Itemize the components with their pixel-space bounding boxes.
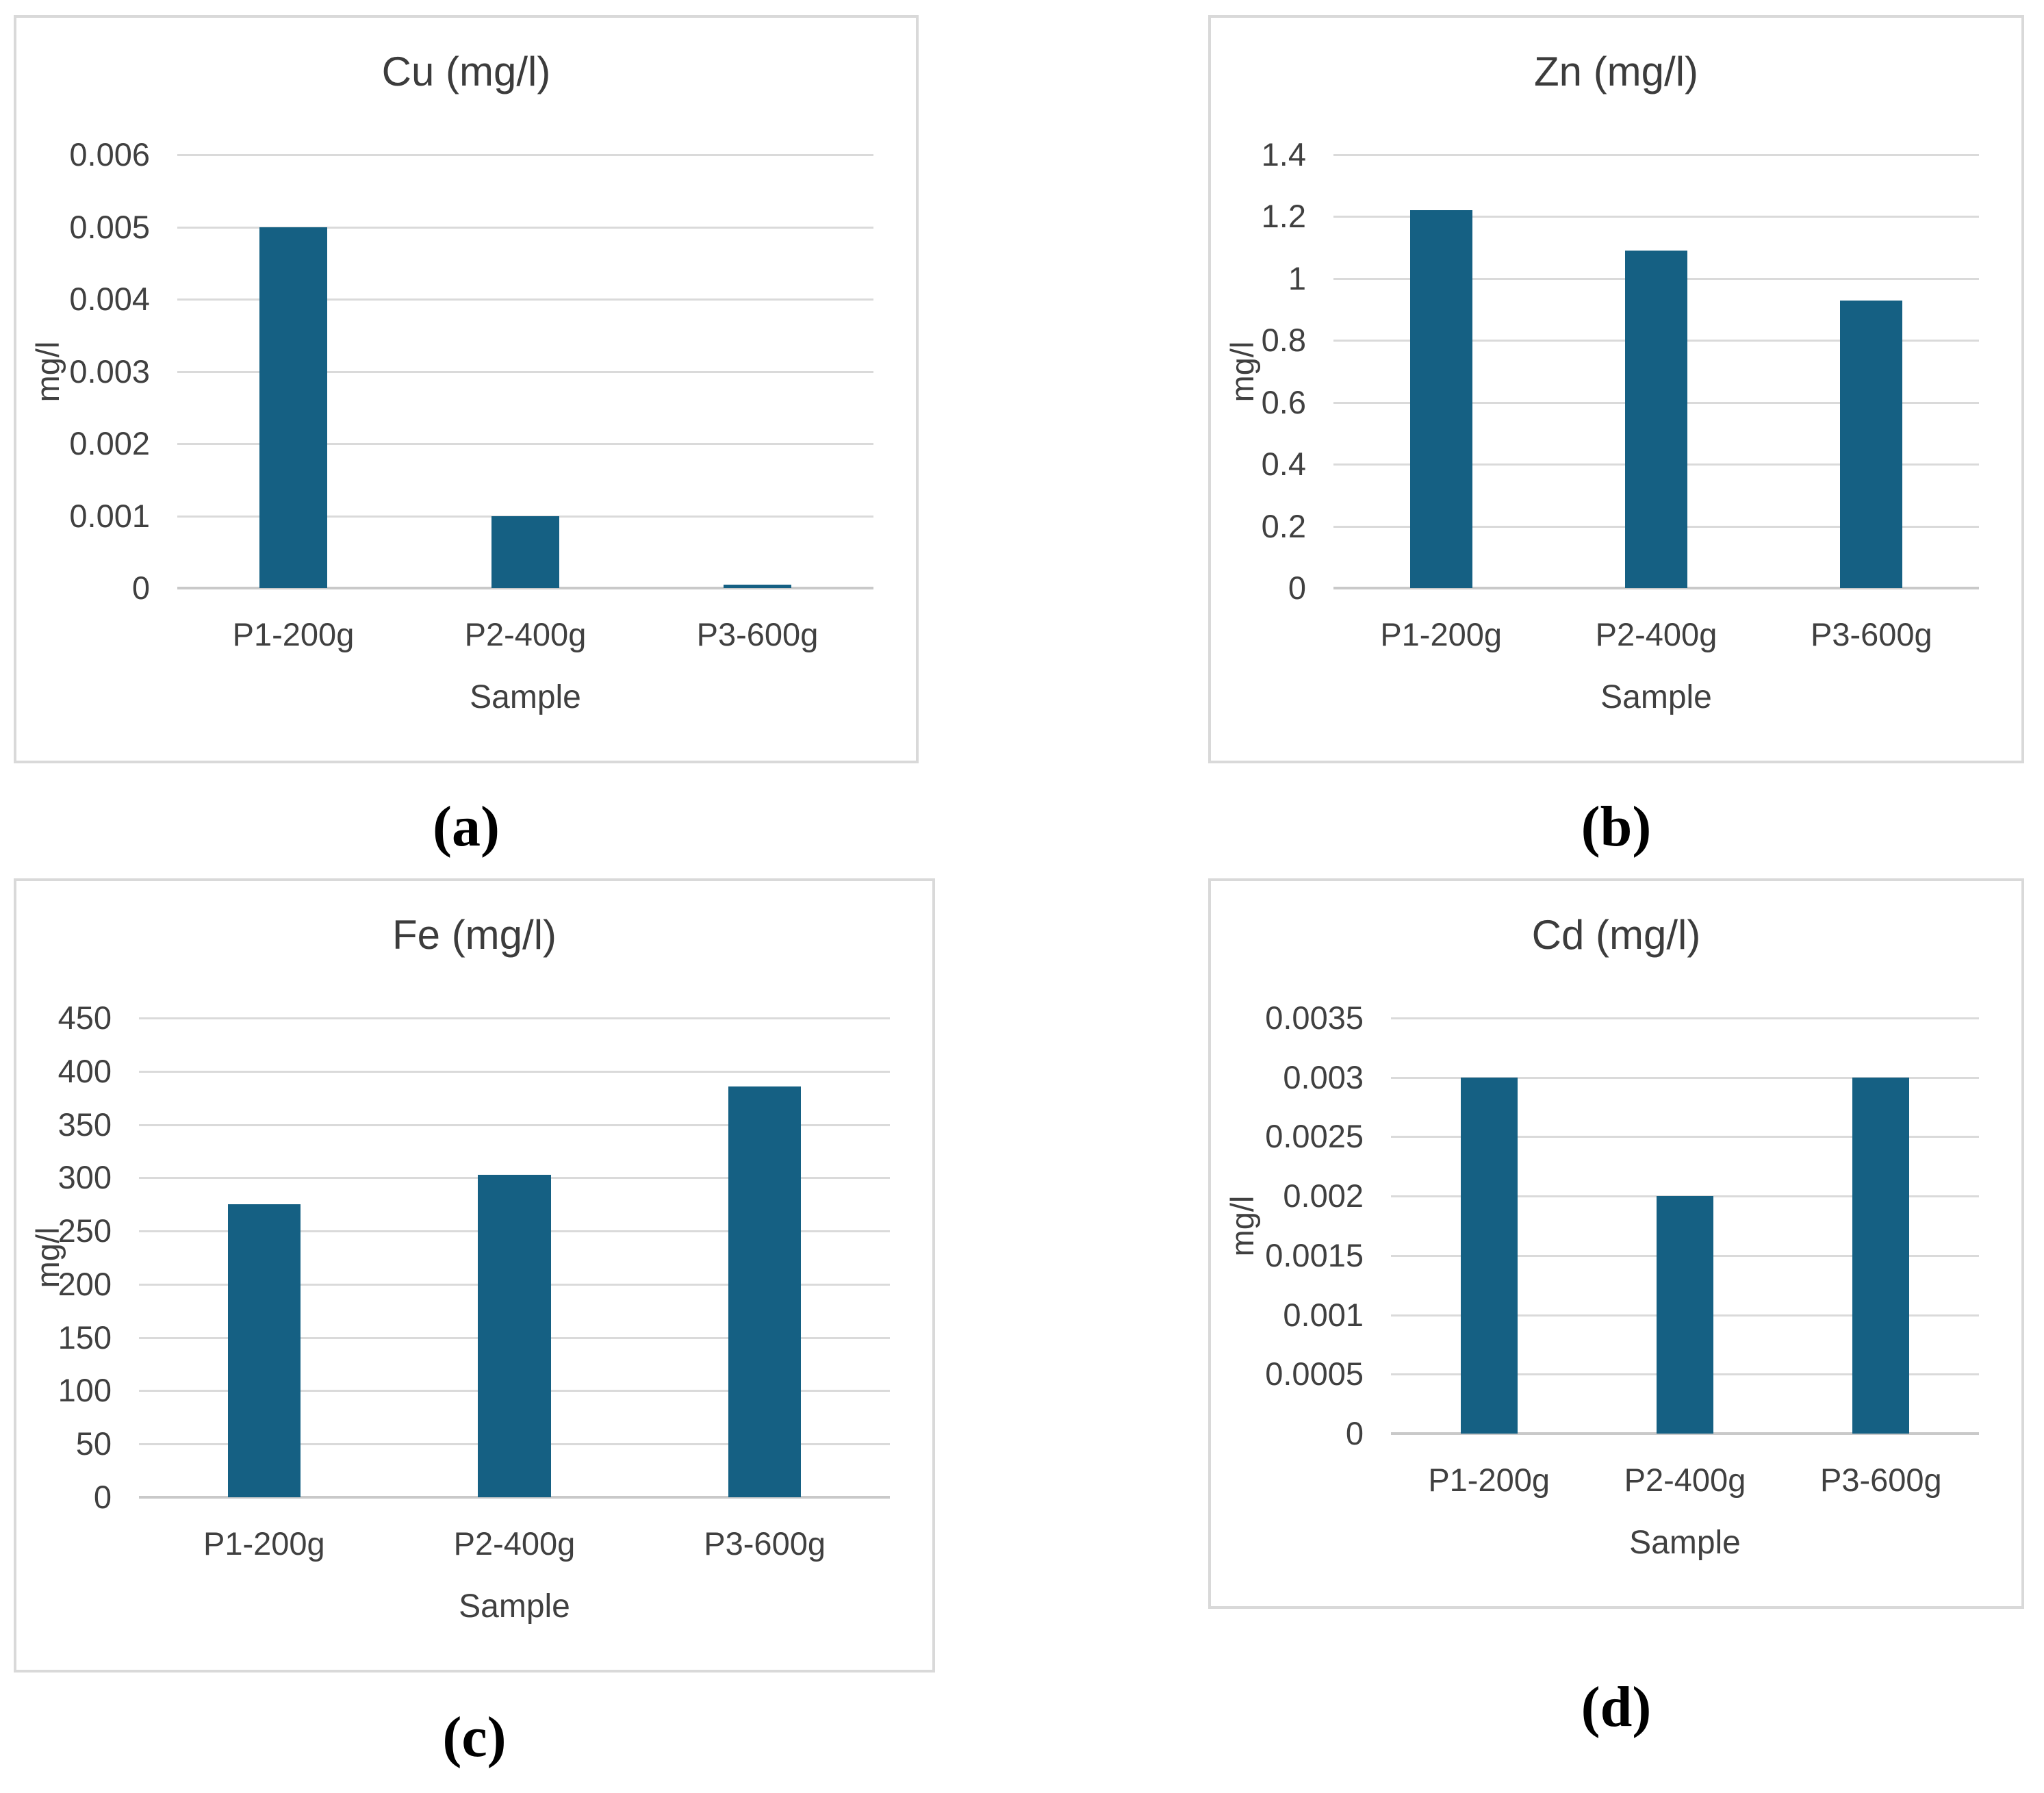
y-tick-label: 300 (58, 1159, 112, 1196)
bar-p2-400g (1624, 251, 1688, 588)
caption-b: (b) (1581, 795, 1652, 859)
x-axis-line (139, 1496, 890, 1499)
y-tick-label: 50 (75, 1425, 112, 1462)
y-tick-label: 0.003 (1283, 1058, 1364, 1095)
chart-title: Cd (mg/l) (1531, 912, 1701, 958)
bar-p2-400g (478, 1174, 551, 1497)
x-tick-label: P3-600g (704, 1525, 826, 1562)
x-axis-title: Sample (1600, 679, 1712, 715)
gridline (139, 1123, 890, 1126)
y-tick-label: 0 (131, 570, 150, 606)
y-axis-title: mg/l (1224, 1195, 1260, 1256)
x-axis-title: Sample (470, 679, 581, 715)
caption-c: (c) (442, 1705, 507, 1769)
caption-d: (d) (1581, 1675, 1652, 1739)
gridline (1391, 1017, 1979, 1019)
x-axis-line (1333, 587, 1979, 589)
bar-p1-200g (227, 1204, 301, 1497)
x-tick-label: P2-400g (1624, 1462, 1746, 1498)
chart-panel-a: Cu (mg/l) 0 0.001 0.002 0.003 0.004 0.005 0.006… (14, 15, 919, 763)
gridline (1333, 154, 1979, 156)
chart-title: Cu (mg/l) (381, 49, 551, 94)
gridline (1391, 1136, 1979, 1139)
y-tick-label: 350 (58, 1106, 112, 1143)
y-tick-label: 1 (1288, 259, 1306, 296)
y-tick-label: 450 (58, 1000, 112, 1036)
caption-a: (a) (433, 795, 500, 859)
x-tick-label: P3-600g (1810, 616, 1932, 652)
bar-p3-600g (1840, 300, 1903, 588)
y-tick-label: 0 (1288, 570, 1306, 606)
x-axis-line (1391, 1432, 1979, 1435)
x-tick-label: P2-400g (464, 616, 587, 652)
gridline (139, 1017, 890, 1019)
y-tick-label: 0.006 (69, 136, 150, 173)
y-tick-label: 0.0015 (1265, 1236, 1364, 1273)
y-tick-label: 0.004 (69, 281, 150, 317)
gridline (177, 298, 873, 301)
y-tick-label: 0.0035 (1265, 1000, 1364, 1036)
bar-p3-600g (728, 1086, 802, 1497)
y-tick-label: 0.2 (1261, 507, 1306, 544)
y-tick-label: 0.6 (1261, 383, 1306, 420)
gridline (177, 226, 873, 229)
y-axis-title: mg/l (29, 341, 66, 402)
gridline (1391, 1076, 1979, 1079)
x-axis-title: Sample (1629, 1525, 1741, 1561)
y-tick-label: 0.0025 (1265, 1118, 1364, 1155)
x-tick-label: P3-600g (1819, 1462, 1942, 1498)
gridline (177, 370, 873, 373)
gridline (177, 154, 873, 156)
y-tick-label: 250 (58, 1212, 112, 1249)
bar-p2-400g (1656, 1196, 1713, 1434)
x-tick-label: P3-600g (696, 616, 819, 652)
chart-panel-b: Zn (mg/l) 0 0.2 0.4 0.6 0.8 1 1.2 1.4 P1-200g P2-4… (1208, 15, 2024, 763)
y-tick-label: 0.002 (1283, 1178, 1364, 1215)
x-tick-label: P1-200g (1380, 616, 1503, 652)
y-tick-label: 1.4 (1261, 136, 1306, 173)
x-tick-label: P2-400g (453, 1525, 576, 1562)
y-tick-label: 0.001 (69, 497, 150, 534)
y-tick-label: 100 (58, 1372, 112, 1409)
y-tick-label: 200 (58, 1265, 112, 1302)
y-tick-label: 150 (58, 1319, 112, 1356)
y-tick-label: 0.003 (69, 353, 150, 390)
chart-title: Zn (mg/l) (1534, 49, 1698, 94)
bar-p1-200g (1460, 1077, 1518, 1434)
bar-p2-400g (491, 516, 559, 588)
y-tick-label: 0.001 (1283, 1296, 1364, 1333)
y-tick-label: 0 (93, 1479, 112, 1515)
y-tick-label: 0.8 (1261, 322, 1306, 359)
bar-p3-600g (1852, 1077, 1910, 1434)
x-axis-line (177, 587, 873, 589)
bar-p1-200g (259, 227, 327, 588)
y-tick-label: 0.4 (1261, 446, 1306, 483)
y-tick-label: 1.2 (1261, 198, 1306, 235)
chart-title: Fe (mg/l) (392, 912, 557, 958)
x-tick-label: P1-200g (232, 616, 355, 652)
bar-p3-600g (724, 584, 791, 588)
x-tick-label: P2-400g (1595, 616, 1717, 652)
gridline (177, 443, 873, 445)
y-tick-label: 0 (1345, 1415, 1364, 1451)
y-tick-label: 0.002 (69, 425, 150, 461)
gridline (1333, 216, 1979, 218)
y-axis-title: mg/l (29, 1227, 66, 1288)
bar-p1-200g (1409, 210, 1472, 588)
y-tick-label: 400 (58, 1052, 112, 1089)
gridline (139, 1070, 890, 1073)
y-tick-label: 0.0005 (1265, 1356, 1364, 1393)
chart-panel-c: Fe (mg/l) 0 50 100 150 200 250 300 350 400 450 P1-2… (14, 878, 935, 1673)
y-axis-title: mg/l (1224, 341, 1260, 402)
x-axis-title: Sample (459, 1588, 570, 1625)
chart-panel-d: Cd (mg/l) 0 0.0005 0.001 0.0015 0.002 0.0025 0.… (1208, 878, 2024, 1609)
y-tick-label: 0.005 (69, 208, 150, 245)
x-tick-label: P1-200g (203, 1525, 325, 1562)
x-tick-label: P1-200g (1428, 1462, 1550, 1498)
